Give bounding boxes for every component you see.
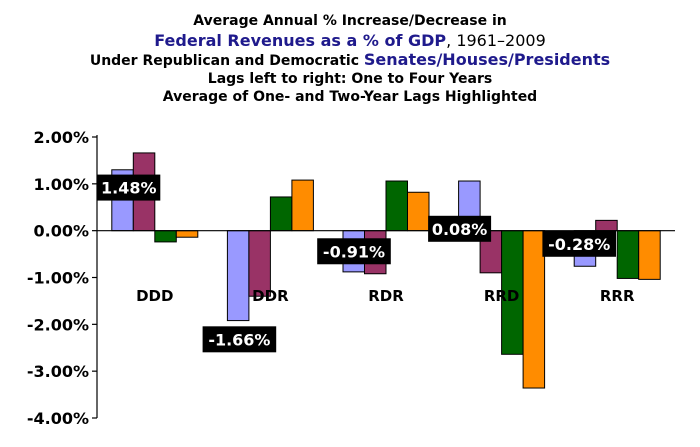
y-tick-label: -1.00% <box>27 269 89 288</box>
title-line-3: Under Republican and Democratic Senates/… <box>0 51 700 70</box>
bar-rrr-lag-3 <box>616 230 640 279</box>
average-label-text: -1.66% <box>208 330 270 349</box>
y-tick-label: -2.00% <box>27 315 89 334</box>
title-line-1: Average Annual % Increase/Decrease in <box>193 13 507 29</box>
title-line-2: Federal Revenues as a % of GDP, 1961–200… <box>0 30 700 51</box>
title-line-3-prefix: Under Republican and Democratic <box>89 53 364 69</box>
average-label-text: 0.08% <box>432 220 488 239</box>
bar-ddr-lag-1 <box>226 230 250 322</box>
category-label-rrr: RRR <box>600 287 635 305</box>
category-label-rrd: RRD <box>484 287 520 305</box>
y-tick-label: -4.00% <box>27 409 89 428</box>
bar-rrr-lag-2 <box>595 219 618 232</box>
bar-rrd-lag-4 <box>522 230 546 389</box>
average-label-box <box>202 326 277 353</box>
average-label-text: -0.28% <box>548 235 610 254</box>
average-label-box <box>317 238 391 265</box>
title-line-4: Lags left to right: One to Four Years <box>207 71 493 87</box>
average-label-rrd: 0.08% <box>428 215 492 242</box>
bar-ddr-lag-4 <box>291 179 314 232</box>
axes-layer: 2.00% 1.00% 0.00% -1.00% -2.00% -3.00% -4.00% <box>27 128 675 428</box>
bars-layer <box>111 152 661 389</box>
title-highlight-branches: Senates/Houses/Presidents <box>363 50 611 69</box>
bar-ddd-lag-4 <box>175 230 199 238</box>
average-label-box <box>542 230 616 257</box>
average-label-box <box>428 215 492 242</box>
category-label-ddr: DDR <box>252 287 289 305</box>
average-label-rrr: -0.28% <box>542 230 616 257</box>
average-label-ddd: 1.48% <box>97 174 161 201</box>
category-label-ddd: DDD <box>136 287 173 305</box>
average-label-text: 1.48% <box>101 179 157 198</box>
y-tick-label: -3.00% <box>27 362 89 381</box>
bar-rrr-lag-4 <box>638 230 661 280</box>
bar-rdr-lag-3 <box>385 180 408 232</box>
bar-ddd-lag-3 <box>154 230 177 243</box>
average-label-box <box>97 174 161 201</box>
y-tick-label: 2.00% <box>33 128 89 147</box>
y-tick-label: 1.00% <box>33 175 89 194</box>
bar-ddr-lag-3 <box>269 196 293 232</box>
title-year-range: , 1961–2009 <box>446 31 546 50</box>
labels-layer: DDD DDR RDR RRD RRR 1.48% -1.66% -0.91% 0.08% -0.… <box>97 174 635 353</box>
y-tick-label: 0.00% <box>33 222 89 241</box>
average-label-text: -0.91% <box>323 242 385 261</box>
title-highlight-revenues: Federal Revenues as a % of GDP <box>154 31 447 50</box>
chart-title: Average Annual % Increase/Decrease in Fe… <box>0 12 700 106</box>
title-line-5: Average of One- and Two-Year Lags Highli… <box>162 89 538 105</box>
bar-rdr-lag-4 <box>407 191 430 232</box>
category-label-rdr: RDR <box>368 287 404 305</box>
average-label-rdr: -0.91% <box>317 238 391 265</box>
average-label-ddr: -1.66% <box>202 326 277 353</box>
